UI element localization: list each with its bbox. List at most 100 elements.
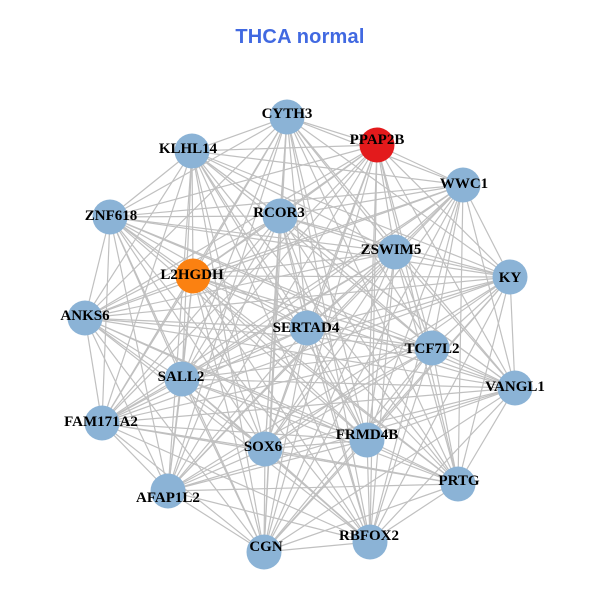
edge bbox=[369, 483, 459, 543]
edge bbox=[366, 347, 433, 441]
node-CGN bbox=[246, 534, 282, 570]
node-WWC1 bbox=[445, 167, 481, 203]
edge bbox=[394, 251, 516, 389]
edge bbox=[181, 144, 378, 380]
node-ZSWIM5 bbox=[377, 234, 413, 270]
edge bbox=[167, 347, 433, 492]
node-label-PPAP2B: PPAP2B bbox=[350, 132, 405, 148]
edge bbox=[264, 347, 433, 450]
node-SALL2 bbox=[164, 361, 200, 397]
node-label-ANKS6: ANKS6 bbox=[60, 308, 110, 324]
edge bbox=[181, 327, 308, 380]
node-ZNF618 bbox=[92, 199, 128, 235]
edge bbox=[263, 541, 371, 553]
edge bbox=[181, 378, 368, 441]
edge bbox=[263, 327, 308, 553]
edge bbox=[263, 276, 511, 553]
edge bbox=[369, 347, 433, 543]
edge bbox=[84, 275, 194, 319]
edge bbox=[84, 317, 169, 492]
edge bbox=[181, 378, 516, 389]
edge bbox=[84, 150, 193, 319]
node-label-RCOR3: RCOR3 bbox=[253, 205, 305, 221]
node-RBFOX2 bbox=[352, 524, 388, 560]
edge bbox=[191, 144, 378, 152]
edge bbox=[109, 216, 516, 389]
edge bbox=[263, 439, 368, 553]
edge bbox=[109, 216, 169, 492]
edge bbox=[264, 215, 281, 450]
node-label-WWC1: WWC1 bbox=[440, 176, 488, 192]
node-KY bbox=[492, 259, 528, 295]
edge bbox=[167, 144, 378, 492]
edge bbox=[167, 490, 371, 543]
edge bbox=[181, 215, 281, 380]
node-AFAP1L2 bbox=[150, 473, 186, 509]
edge bbox=[264, 387, 516, 450]
edge bbox=[84, 317, 516, 389]
figure-title: THCA normal bbox=[235, 26, 365, 48]
edge bbox=[376, 144, 459, 485]
edge bbox=[264, 144, 378, 450]
node-label-CYTH3: CYTH3 bbox=[262, 106, 313, 122]
edge bbox=[286, 116, 371, 543]
edge bbox=[84, 317, 459, 485]
edge bbox=[394, 251, 511, 278]
edge bbox=[366, 144, 378, 441]
node-label-TCF7L2: TCF7L2 bbox=[404, 341, 459, 357]
node-label-KY: KY bbox=[499, 270, 522, 286]
edge bbox=[84, 317, 183, 380]
edge bbox=[192, 275, 266, 450]
node-label-FAM171A2: FAM171A2 bbox=[64, 414, 138, 430]
edge bbox=[457, 184, 464, 485]
edge bbox=[101, 422, 371, 543]
edge bbox=[191, 150, 511, 278]
edge bbox=[167, 490, 265, 553]
edge bbox=[191, 150, 396, 253]
edge bbox=[167, 327, 308, 492]
node-VANGL1 bbox=[497, 370, 533, 406]
edge bbox=[109, 216, 368, 441]
edge bbox=[279, 215, 459, 485]
node-ANKS6 bbox=[67, 300, 103, 336]
edge bbox=[286, 116, 459, 485]
edge bbox=[306, 327, 516, 389]
edge bbox=[286, 116, 396, 253]
node-label-L2HGDH: L2HGDH bbox=[160, 267, 224, 283]
edge bbox=[101, 422, 368, 441]
edge bbox=[101, 347, 433, 424]
edge bbox=[181, 184, 464, 380]
edge bbox=[101, 251, 396, 424]
node-FRMD4B bbox=[349, 422, 385, 458]
edge bbox=[279, 184, 464, 217]
edge bbox=[84, 317, 308, 329]
edge bbox=[394, 251, 459, 485]
node-SERTAD4 bbox=[289, 310, 325, 346]
node-label-CGN: CGN bbox=[249, 539, 283, 555]
edge bbox=[101, 184, 464, 424]
edge bbox=[263, 251, 396, 553]
node-TCF7L2 bbox=[414, 330, 450, 366]
edge bbox=[369, 251, 396, 543]
edge bbox=[366, 251, 396, 441]
edge bbox=[264, 184, 464, 450]
edge bbox=[192, 275, 368, 441]
edge bbox=[84, 276, 511, 319]
edge bbox=[191, 150, 266, 450]
edge bbox=[306, 276, 511, 329]
edge bbox=[264, 448, 459, 485]
edge bbox=[306, 327, 371, 543]
edge bbox=[101, 276, 511, 424]
edge bbox=[286, 116, 511, 278]
node-label-SALL2: SALL2 bbox=[158, 369, 205, 385]
edge bbox=[84, 317, 371, 543]
edge bbox=[101, 275, 194, 424]
edge bbox=[109, 144, 378, 218]
edge bbox=[192, 275, 459, 485]
edge bbox=[369, 184, 464, 543]
edge bbox=[263, 483, 459, 553]
edge bbox=[279, 215, 516, 389]
edge bbox=[431, 347, 459, 485]
edge bbox=[366, 387, 516, 441]
